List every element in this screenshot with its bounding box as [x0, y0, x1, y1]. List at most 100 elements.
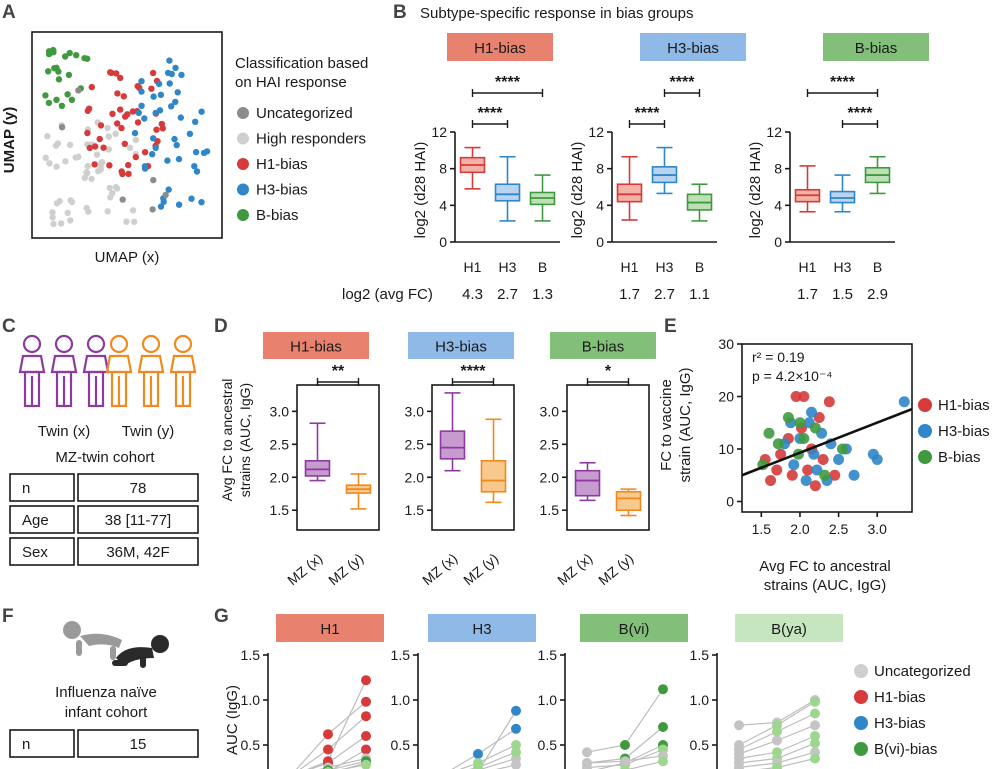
umap-point	[42, 92, 49, 99]
y-tick-label: 1.0	[241, 692, 261, 708]
umap-point	[168, 70, 175, 78]
twin-x-label: Twin (x)	[38, 423, 91, 440]
person-icon	[137, 334, 165, 408]
scatter-point	[782, 412, 794, 423]
umap-point	[91, 161, 98, 168]
panel-d-label: D	[214, 316, 228, 337]
regression-line	[741, 407, 913, 477]
subject-point	[361, 759, 371, 769]
d-header	[263, 332, 369, 359]
scatter-point	[813, 412, 825, 423]
panel-c-label: C	[2, 316, 16, 337]
umap-point	[112, 184, 120, 191]
person-head	[22, 334, 42, 354]
umap-point	[45, 68, 52, 75]
category-label: MZ (x)	[554, 550, 595, 588]
panel-e-r2: r² = 0.19	[752, 349, 805, 365]
panel-e-ylabel-2: strain (AUC, IgG)	[677, 367, 694, 482]
person-body	[169, 354, 197, 374]
umap-point	[117, 74, 124, 82]
umap-point	[50, 220, 57, 228]
scatter-point	[836, 443, 848, 455]
panel-e-xlabel-1: Avg FC to ancestral	[759, 558, 890, 575]
subject-line	[330, 760, 367, 769]
umap-point	[191, 163, 198, 170]
umap-point	[129, 108, 137, 115]
panel-f-label: F	[2, 606, 14, 627]
d-header-label: B-bias	[582, 339, 625, 356]
umap-point	[67, 197, 74, 204]
avg-fc-value: 1.1	[689, 286, 710, 303]
y-tick-label: 30	[718, 336, 734, 352]
y-tick-label: 0	[596, 234, 604, 250]
umap-point	[112, 130, 119, 137]
table-value: 78	[130, 480, 147, 497]
umap-point	[125, 170, 132, 178]
legend-label: Uncategorized	[874, 663, 971, 680]
subject-line	[331, 748, 367, 769]
subject-point	[810, 708, 820, 719]
umap-point	[114, 90, 121, 97]
subject-point	[810, 696, 820, 707]
sig-stars: ****	[830, 74, 856, 91]
subject-point	[361, 675, 371, 686]
person-head	[173, 334, 193, 354]
legend-dot	[918, 424, 932, 438]
category-label: H1	[621, 259, 639, 275]
umap-point	[88, 83, 96, 91]
x-tick-label: 3.0	[867, 521, 887, 537]
d-header	[408, 332, 514, 359]
table-value-cell	[77, 473, 199, 502]
umap-point	[45, 99, 53, 107]
umap-point	[171, 135, 178, 143]
umap-points	[42, 46, 211, 228]
umap-point	[64, 91, 71, 98]
umap-point	[150, 93, 157, 100]
subject-line	[479, 710, 517, 769]
b-ylabel: log2 (d28 HAI)	[747, 142, 764, 239]
legend-dot	[237, 132, 249, 145]
b-header-label: H3-bias	[667, 40, 719, 57]
sig-stars: **	[332, 363, 345, 380]
umap-point	[131, 218, 138, 225]
umap-point	[203, 148, 211, 155]
table-value-cell	[77, 505, 199, 534]
umap-point	[92, 143, 99, 150]
category-label: MZ (y)	[460, 550, 501, 588]
b-header	[823, 33, 929, 61]
umap-point	[109, 110, 116, 118]
box	[574, 469, 601, 497]
subject-point	[810, 738, 820, 749]
y-tick-label: 0.5	[391, 737, 411, 753]
table-value: 38 [11-77]	[105, 512, 171, 529]
umap-point	[173, 141, 180, 149]
box	[304, 459, 331, 477]
panel-e-chart: 0 10 20 30 1.5 2.0 2.5 3.0	[718, 336, 913, 537]
table-key: Sex	[22, 544, 48, 561]
subject-point	[361, 744, 371, 755]
subject-point	[473, 749, 483, 759]
person-body	[18, 354, 46, 374]
umap-legend-title-1: Classification based	[235, 55, 368, 72]
avg-fc-value: 1.3	[532, 286, 553, 303]
y-tick-label: 1.5	[241, 647, 261, 663]
legend-label: H3-bias	[256, 182, 308, 199]
sig-stars: *	[605, 363, 612, 380]
umap-point	[113, 70, 120, 77]
umap-point	[62, 158, 69, 165]
umap-point	[81, 174, 89, 181]
panel-b-title: Subtype-specific response in bias groups	[420, 5, 694, 22]
panel-g-label: G	[214, 606, 229, 627]
subject-line	[627, 760, 664, 769]
sig-stars: ****	[478, 105, 504, 122]
umap-point	[75, 87, 82, 94]
umap-point	[122, 113, 129, 120]
avg-fc-value: 2.9	[867, 286, 888, 303]
y-tick-label: 1.5	[405, 502, 425, 518]
umap-point	[121, 140, 128, 147]
umap-point	[44, 133, 51, 140]
umap-point	[129, 207, 137, 214]
legend-dot	[854, 742, 868, 756]
avg-fc-value: 1.7	[619, 286, 640, 303]
legend-label: B-bias	[256, 207, 299, 224]
